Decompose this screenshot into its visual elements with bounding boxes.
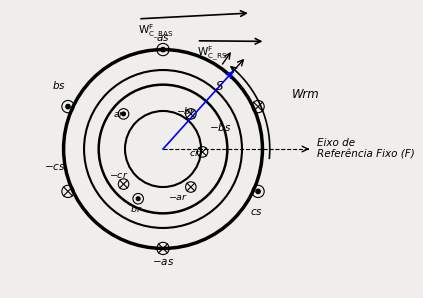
Circle shape xyxy=(161,47,165,52)
Text: $as$: $as$ xyxy=(156,33,170,43)
Circle shape xyxy=(136,197,140,201)
Circle shape xyxy=(122,112,125,116)
Text: $-cr$: $-cr$ xyxy=(110,170,129,180)
Text: $bs$: $bs$ xyxy=(52,79,66,91)
Circle shape xyxy=(256,189,260,194)
Text: S: S xyxy=(216,80,224,93)
Text: $-br$: $-br$ xyxy=(176,105,197,117)
Text: $\mathrm{W}^\mathrm{F}_{\mathrm{C\_RS}}$: $\mathrm{W}^\mathrm{F}_{\mathrm{C\_RS}}$ xyxy=(197,45,227,63)
Text: $br$: $br$ xyxy=(130,204,143,215)
Text: $-cs$: $-cs$ xyxy=(44,162,66,172)
Circle shape xyxy=(66,104,70,109)
Text: $-as$: $-as$ xyxy=(152,257,174,268)
Text: $-bs$: $-bs$ xyxy=(209,121,231,133)
Text: Wrm: Wrm xyxy=(292,89,319,101)
Text: $-ar$: $-ar$ xyxy=(168,192,188,202)
Text: $cs$: $cs$ xyxy=(250,207,263,217)
Text: Eixo de
Referência Fixo (F): Eixo de Referência Fixo (F) xyxy=(316,138,414,160)
Text: $\mathrm{W}^\mathrm{F}_{\mathrm{C\_RAS}}$: $\mathrm{W}^\mathrm{F}_{\mathrm{C\_RAS}}… xyxy=(138,23,173,41)
Text: $ar$: $ar$ xyxy=(113,109,125,119)
Text: $cr$: $cr$ xyxy=(190,148,201,158)
